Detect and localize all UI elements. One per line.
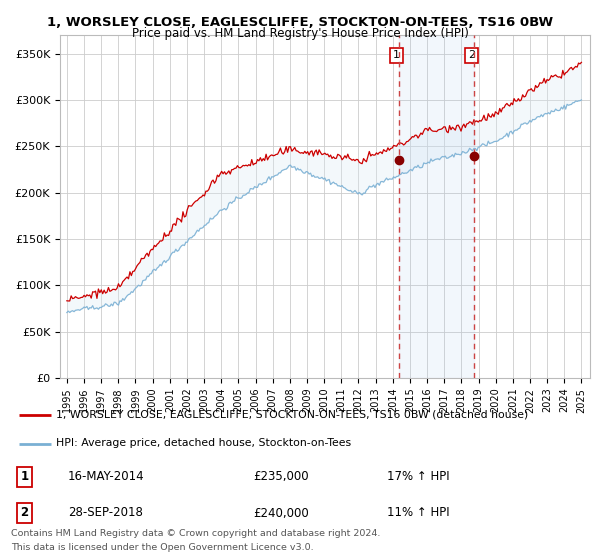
Text: 11% ↑ HPI: 11% ↑ HPI xyxy=(387,506,449,520)
Text: Price paid vs. HM Land Registry's House Price Index (HPI): Price paid vs. HM Land Registry's House … xyxy=(131,27,469,40)
Text: 1, WORSLEY CLOSE, EAGLESCLIFFE, STOCKTON-ON-TEES, TS16 0BW: 1, WORSLEY CLOSE, EAGLESCLIFFE, STOCKTON… xyxy=(47,16,553,29)
Text: 28-SEP-2018: 28-SEP-2018 xyxy=(68,506,143,520)
Bar xyxy=(399,35,474,378)
Text: HPI: Average price, detached house, Stockton-on-Tees: HPI: Average price, detached house, Stoc… xyxy=(56,438,352,449)
Text: 1: 1 xyxy=(393,50,400,60)
Text: £240,000: £240,000 xyxy=(254,506,310,520)
Text: 16-MAY-2014: 16-MAY-2014 xyxy=(68,470,145,483)
Text: 17% ↑ HPI: 17% ↑ HPI xyxy=(387,470,449,483)
Text: 2: 2 xyxy=(20,506,29,520)
Text: 2: 2 xyxy=(468,50,475,60)
Text: 1, WORSLEY CLOSE, EAGLESCLIFFE, STOCKTON-ON-TEES, TS16 0BW (detached house): 1, WORSLEY CLOSE, EAGLESCLIFFE, STOCKTON… xyxy=(56,409,529,419)
Text: £235,000: £235,000 xyxy=(254,470,309,483)
Text: 1: 1 xyxy=(20,470,29,483)
Text: This data is licensed under the Open Government Licence v3.0.: This data is licensed under the Open Gov… xyxy=(11,543,313,552)
Text: Contains HM Land Registry data © Crown copyright and database right 2024.: Contains HM Land Registry data © Crown c… xyxy=(11,529,380,538)
